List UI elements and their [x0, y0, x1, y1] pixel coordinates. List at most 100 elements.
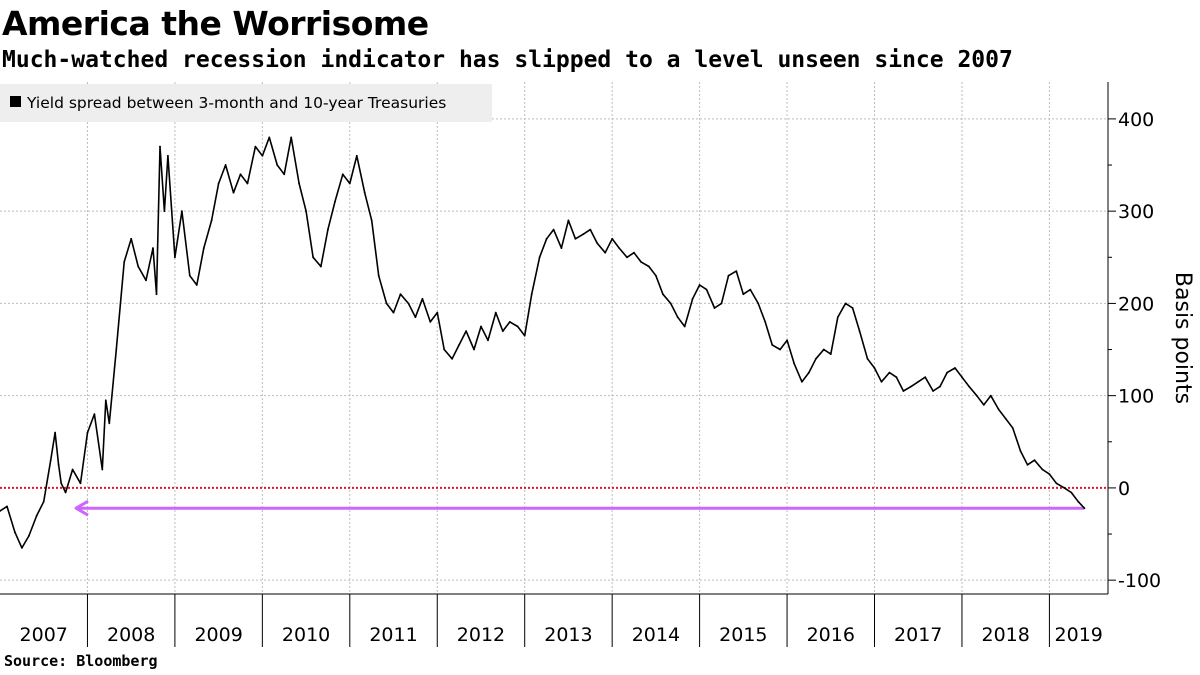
data-point — [786, 339, 788, 342]
data-point — [655, 274, 657, 277]
data-point — [844, 302, 847, 305]
data-point — [377, 274, 380, 277]
data-point — [429, 321, 432, 323]
data-point — [115, 348, 118, 351]
data-point — [370, 219, 373, 222]
data-point — [79, 482, 82, 485]
data-point — [924, 376, 927, 379]
data-point — [626, 256, 628, 259]
x-tick-label: 2008 — [107, 624, 155, 646]
data-point — [589, 228, 592, 231]
data-point — [246, 182, 249, 185]
data-point — [888, 371, 891, 374]
data-point — [327, 228, 329, 231]
data-point — [334, 201, 336, 203]
data-point — [1055, 482, 1058, 485]
legend-swatch — [10, 96, 21, 107]
data-point — [982, 404, 985, 406]
data-point — [618, 247, 621, 250]
data-point — [348, 182, 351, 185]
chart-subtitle: Much-watched recession indicator has sli… — [2, 47, 1013, 73]
data-point — [137, 265, 140, 268]
y-tick-label: 0 — [1118, 478, 1130, 500]
data-point — [698, 284, 701, 286]
data-point — [523, 334, 526, 337]
data-point — [516, 325, 519, 328]
data-point — [104, 399, 107, 402]
data-point — [705, 288, 708, 291]
x-tick-label: 2010 — [282, 624, 330, 646]
data-point — [0, 510, 1, 512]
data-point — [501, 330, 504, 332]
data-point — [567, 219, 570, 222]
data-point — [181, 210, 183, 213]
data-point — [145, 279, 147, 282]
data-point — [975, 394, 978, 397]
data-point — [669, 302, 672, 305]
data-point — [268, 136, 271, 139]
data-point — [21, 547, 23, 549]
x-ticks: 2007 2008 2009 2010 2011 2012 2013 2014 2015 2016… — [20, 624, 1103, 646]
x-tick-label: 2011 — [369, 624, 417, 646]
data-point — [822, 348, 825, 351]
x-tick-label: 2018 — [982, 624, 1030, 646]
data-point — [880, 380, 883, 383]
data-point — [954, 367, 956, 369]
data-point — [174, 256, 176, 259]
x-tick-label: 2012 — [457, 624, 505, 646]
data-point — [407, 302, 410, 305]
data-point — [232, 191, 235, 194]
legend: Yield spread between 3-month and 10-year… — [0, 84, 492, 122]
data-point — [152, 247, 154, 250]
data-point — [742, 293, 745, 296]
data-point — [298, 182, 300, 185]
data-point — [749, 288, 752, 291]
y-ticks: 400 300 200 100 0 -100 — [1108, 109, 1161, 592]
data-point — [640, 261, 642, 263]
data-point — [312, 256, 314, 259]
data-point — [1033, 459, 1036, 462]
data-point — [217, 182, 220, 185]
data-point — [392, 311, 395, 314]
data-point — [530, 293, 533, 296]
data-point — [829, 353, 832, 355]
data-point — [676, 316, 679, 319]
data-point — [224, 164, 227, 166]
data-point — [808, 371, 810, 374]
data-point — [399, 293, 402, 296]
data-point — [1048, 473, 1051, 475]
x-tick-label: 2009 — [194, 624, 242, 646]
data-point — [1041, 468, 1044, 471]
y-axis-label: Basis points — [1170, 272, 1195, 404]
x-tick-label: 2016 — [807, 624, 855, 646]
data-point — [1063, 487, 1066, 489]
data-point — [815, 357, 817, 360]
data-point — [93, 413, 96, 415]
x-tick-label: 2019 — [1055, 624, 1103, 646]
data-point — [611, 237, 614, 240]
data-point — [793, 362, 795, 365]
gridlines — [0, 82, 1108, 594]
data-point — [101, 468, 104, 471]
data-point — [210, 219, 213, 222]
data-point — [155, 293, 158, 296]
data-point — [14, 531, 16, 534]
data-point — [202, 247, 205, 250]
data-point — [35, 514, 38, 517]
data-point — [195, 284, 198, 286]
data-point — [727, 274, 730, 277]
data-point — [989, 394, 992, 397]
data-point — [28, 535, 30, 537]
data-point — [735, 270, 738, 272]
data-point — [159, 145, 161, 148]
data-point — [341, 173, 344, 176]
data-point — [421, 297, 424, 300]
data-point — [858, 330, 861, 332]
legend-background — [0, 84, 492, 122]
data-point — [385, 302, 388, 305]
data-point — [873, 367, 876, 369]
data-point — [473, 348, 475, 351]
arrow-head — [74, 499, 89, 517]
data-point — [633, 251, 635, 254]
